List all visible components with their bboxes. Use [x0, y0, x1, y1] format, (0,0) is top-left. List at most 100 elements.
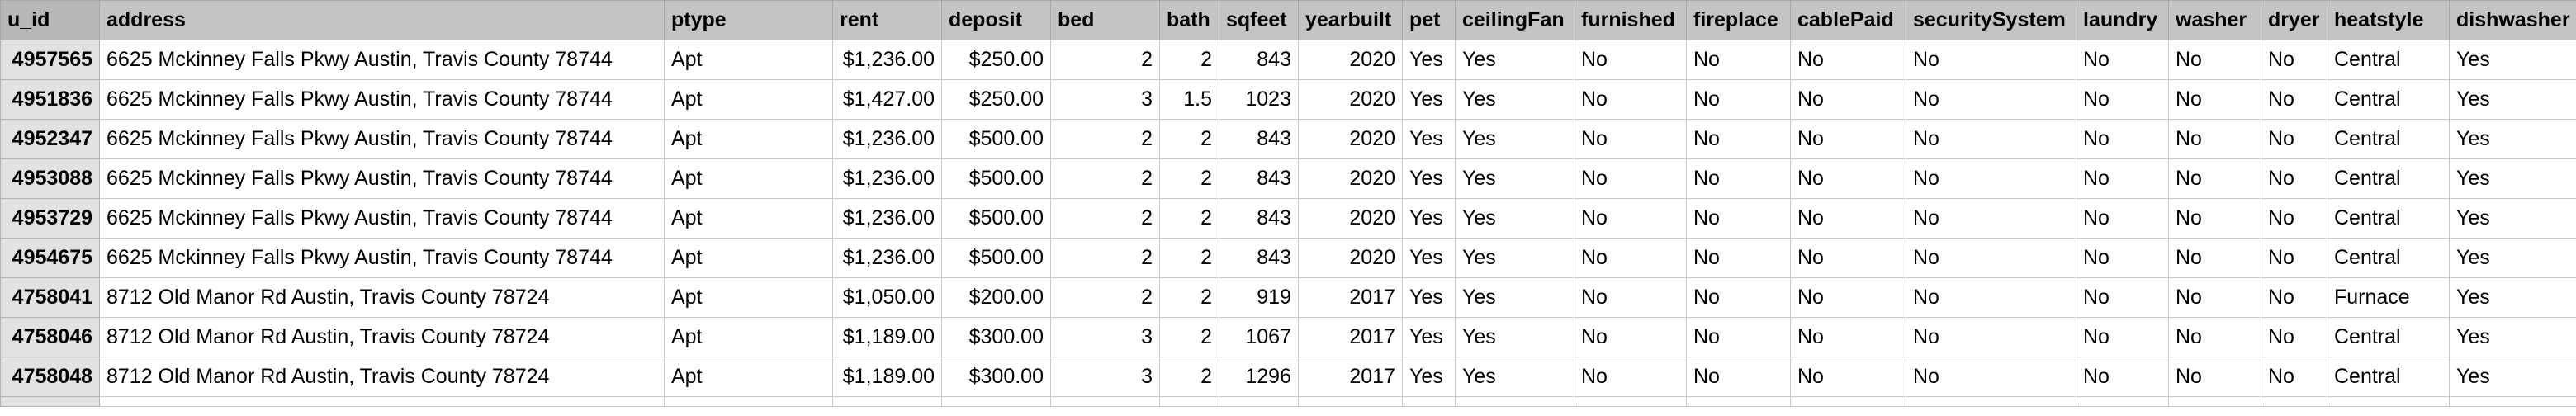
- cell-ceilingFan[interactable]: Yes: [1455, 198, 1574, 239]
- cell-washer[interactable]: No: [2168, 158, 2261, 199]
- cell-pet[interactable]: Yes: [1402, 158, 1456, 199]
- cell-bath[interactable]: 1.5: [1159, 79, 1219, 120]
- cell-dryer[interactable]: No: [2261, 317, 2327, 357]
- cell-washer[interactable]: No: [2168, 238, 2261, 278]
- cell-ptype[interactable]: Apt: [664, 277, 833, 318]
- cell-laundry[interactable]: No: [2076, 119, 2169, 159]
- cell-pet[interactable]: Yes: [1402, 198, 1456, 239]
- cell-fireplace[interactable]: [1686, 396, 1791, 407]
- cell-cablePaid[interactable]: No: [1790, 238, 1906, 278]
- cell-fireplace[interactable]: No: [1686, 277, 1791, 318]
- cell-yearbuilt[interactable]: 2020: [1298, 79, 1403, 120]
- cell-yearbuilt[interactable]: 2020: [1298, 238, 1403, 278]
- cell-securitySystem[interactable]: No: [1906, 119, 2076, 159]
- cell-deposit[interactable]: $300.00: [941, 357, 1051, 397]
- cell-rent[interactable]: $1,236.00: [832, 40, 942, 80]
- cell-sqfeet[interactable]: 1296: [1219, 357, 1299, 397]
- cell-sqfeet[interactable]: 843: [1219, 158, 1299, 199]
- cell-washer[interactable]: No: [2168, 277, 2261, 318]
- cell-dryer[interactable]: No: [2261, 357, 2327, 397]
- cell-dryer[interactable]: No: [2261, 158, 2327, 199]
- cell-laundry[interactable]: [2076, 396, 2169, 407]
- cell-bed[interactable]: 2: [1050, 238, 1160, 278]
- column-header-bath[interactable]: bath: [1159, 0, 1219, 40]
- cell-furnished[interactable]: No: [1574, 119, 1687, 159]
- cell-bed[interactable]: 3: [1050, 357, 1160, 397]
- cell-u_id[interactable]: 4951836: [0, 79, 100, 120]
- cell-rent[interactable]: $1,050.00: [832, 277, 942, 318]
- cell-heatstyle[interactable]: Central: [2327, 238, 2450, 278]
- cell-bed[interactable]: [1050, 396, 1160, 407]
- cell-bed[interactable]: 3: [1050, 79, 1160, 120]
- cell-cablePaid[interactable]: No: [1790, 357, 1906, 397]
- cell-pet[interactable]: Yes: [1402, 79, 1456, 120]
- cell-bed[interactable]: 2: [1050, 198, 1160, 239]
- cell-furnished[interactable]: No: [1574, 198, 1687, 239]
- cell-pet[interactable]: Yes: [1402, 277, 1456, 318]
- column-header-address[interactable]: address: [99, 0, 665, 40]
- cell-u_id[interactable]: 4758048: [0, 357, 100, 397]
- cell-pet[interactable]: Yes: [1402, 317, 1456, 357]
- column-header-sqfeet[interactable]: sqfeet: [1219, 0, 1299, 40]
- cell-bath[interactable]: 2: [1159, 277, 1219, 318]
- cell-ptype[interactable]: [664, 396, 833, 407]
- cell-bath[interactable]: 2: [1159, 198, 1219, 239]
- cell-address[interactable]: 6625 Mckinney Falls Pkwy Austin, Travis …: [99, 238, 665, 278]
- cell-dishwasher[interactable]: Yes: [2449, 357, 2576, 397]
- cell-sqfeet[interactable]: 1067: [1219, 317, 1299, 357]
- column-header-cablePaid[interactable]: cablePaid: [1790, 0, 1906, 40]
- cell-deposit[interactable]: $500.00: [941, 119, 1051, 159]
- cell-ceilingFan[interactable]: Yes: [1455, 158, 1574, 199]
- cell-deposit[interactable]: $500.00: [941, 158, 1051, 199]
- cell-dryer[interactable]: No: [2261, 198, 2327, 239]
- cell-sqfeet[interactable]: 843: [1219, 119, 1299, 159]
- cell-yearbuilt[interactable]: [1298, 396, 1403, 407]
- cell-furnished[interactable]: No: [1574, 357, 1687, 397]
- cell-fireplace[interactable]: No: [1686, 158, 1791, 199]
- cell-u_id[interactable]: 4758041: [0, 277, 100, 318]
- cell-cablePaid[interactable]: No: [1790, 79, 1906, 120]
- cell-laundry[interactable]: No: [2076, 40, 2169, 80]
- cell-dryer[interactable]: No: [2261, 119, 2327, 159]
- cell-rent[interactable]: $1,236.00: [832, 238, 942, 278]
- cell-heatstyle[interactable]: Furnace: [2327, 277, 2450, 318]
- cell-furnished[interactable]: [1574, 396, 1687, 407]
- column-header-securitySystem[interactable]: securitySystem: [1906, 0, 2076, 40]
- cell-sqfeet[interactable]: 1023: [1219, 79, 1299, 120]
- cell-fireplace[interactable]: No: [1686, 119, 1791, 159]
- cell-cablePaid[interactable]: [1790, 396, 1906, 407]
- cell-yearbuilt[interactable]: 2020: [1298, 198, 1403, 239]
- cell-rent[interactable]: $1,189.00: [832, 317, 942, 357]
- cell-ceilingFan[interactable]: Yes: [1455, 277, 1574, 318]
- cell-dishwasher[interactable]: Yes: [2449, 317, 2576, 357]
- cell-washer[interactable]: No: [2168, 79, 2261, 120]
- cell-securitySystem[interactable]: No: [1906, 317, 2076, 357]
- column-header-furnished[interactable]: furnished: [1574, 0, 1687, 40]
- cell-pet[interactable]: [1402, 396, 1456, 407]
- cell-rent[interactable]: $1,427.00: [832, 79, 942, 120]
- cell-u_id[interactable]: 4953729: [0, 198, 100, 239]
- column-header-yearbuilt[interactable]: yearbuilt: [1298, 0, 1403, 40]
- cell-furnished[interactable]: No: [1574, 40, 1687, 80]
- cell-deposit[interactable]: $250.00: [941, 79, 1051, 120]
- cell-securitySystem[interactable]: [1906, 396, 2076, 407]
- cell-furnished[interactable]: No: [1574, 238, 1687, 278]
- cell-securitySystem[interactable]: No: [1906, 79, 2076, 120]
- cell-washer[interactable]: No: [2168, 357, 2261, 397]
- cell-heatstyle[interactable]: Central: [2327, 158, 2450, 199]
- cell-bed[interactable]: 2: [1050, 158, 1160, 199]
- cell-pet[interactable]: Yes: [1402, 40, 1456, 80]
- cell-address[interactable]: 6625 Mckinney Falls Pkwy Austin, Travis …: [99, 79, 665, 120]
- column-header-fireplace[interactable]: fireplace: [1686, 0, 1791, 40]
- cell-washer[interactable]: No: [2168, 40, 2261, 80]
- cell-washer[interactable]: [2168, 396, 2261, 407]
- cell-yearbuilt[interactable]: 2020: [1298, 40, 1403, 80]
- cell-bath[interactable]: 2: [1159, 40, 1219, 80]
- cell-dishwasher[interactable]: Yes: [2449, 238, 2576, 278]
- cell-heatstyle[interactable]: Central: [2327, 198, 2450, 239]
- cell-bed[interactable]: 2: [1050, 277, 1160, 318]
- cell-ptype[interactable]: Apt: [664, 79, 833, 120]
- cell-washer[interactable]: No: [2168, 119, 2261, 159]
- cell-bath[interactable]: [1159, 396, 1219, 407]
- cell-ptype[interactable]: Apt: [664, 40, 833, 80]
